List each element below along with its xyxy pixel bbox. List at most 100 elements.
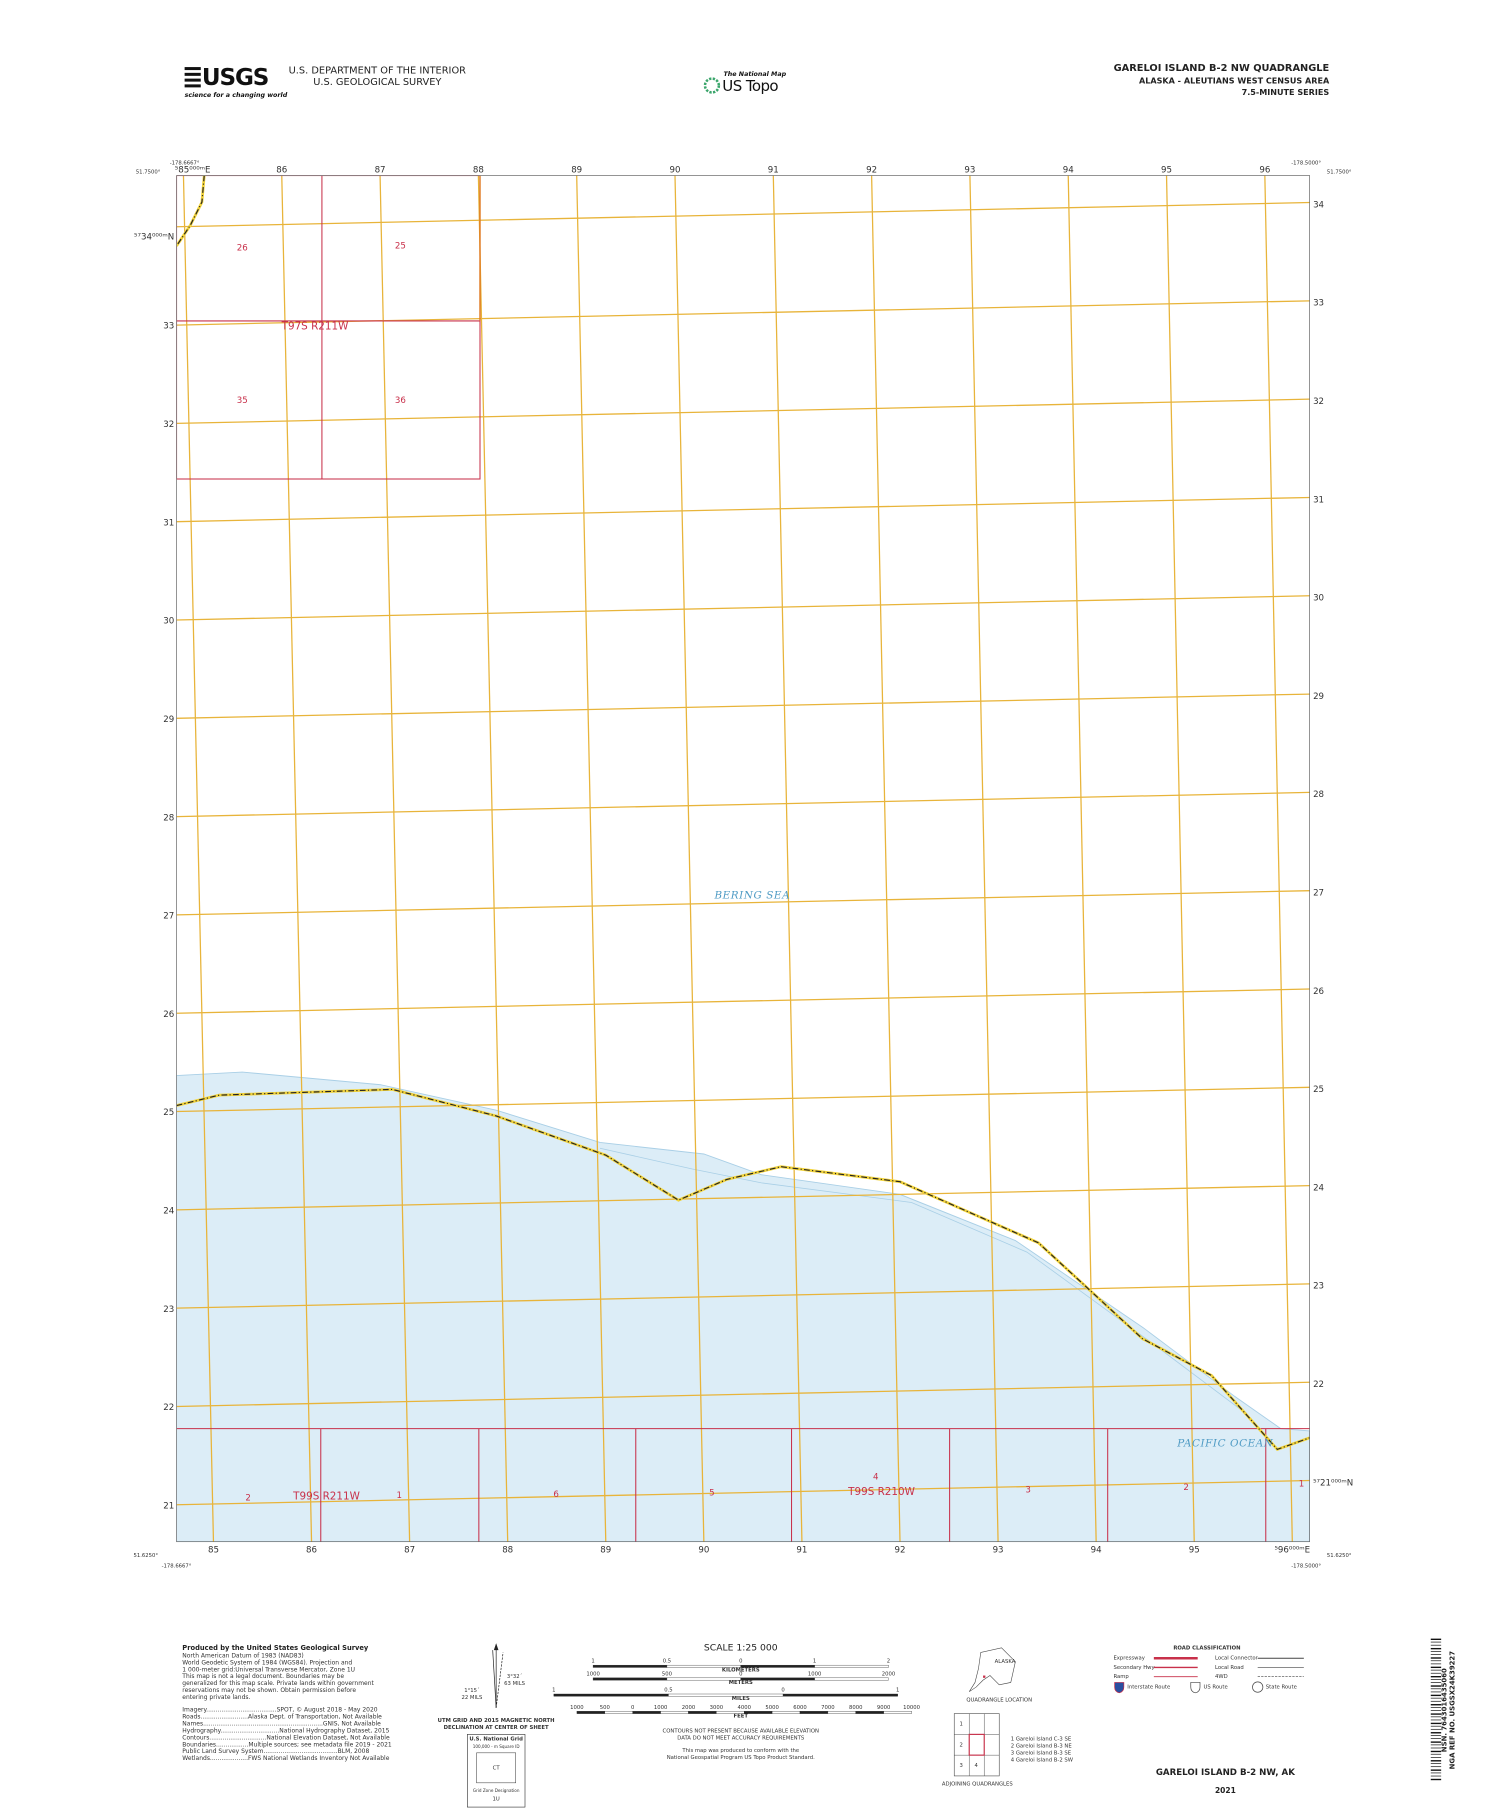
barcode-bar <box>1430 1704 1442 1706</box>
easting-label: 87 <box>404 1545 415 1555</box>
grid-line <box>182 175 215 1542</box>
credit-line: Public Land Survey System...............… <box>182 1748 369 1755</box>
section-number: 25 <box>395 241 406 251</box>
barcode-bar <box>1430 1644 1442 1646</box>
barcode-bar <box>1430 1666 1442 1669</box>
scale-tick-label: 0 <box>781 1687 785 1693</box>
grid-line <box>281 175 313 1542</box>
declination-angle: 1°15´ <box>464 1688 480 1694</box>
credit-line: Boundaries.................Multiple sour… <box>182 1741 392 1748</box>
logo-wave <box>184 84 201 88</box>
boundary-line <box>176 1088 1310 1451</box>
credit-line: Wetlands....................FWS National… <box>182 1755 389 1762</box>
barcode-bar <box>1430 1741 1442 1743</box>
adjoining-grid <box>953 1713 1000 1777</box>
easting-label: ⁵85⁰⁰⁰ᵐE <box>175 165 211 175</box>
contour-note: National Geospatial Program US Topo Prod… <box>667 1755 815 1761</box>
current-quad <box>968 1733 985 1756</box>
barcode-bar <box>1430 1716 1442 1718</box>
contour-note: DATA DO NOT MEET ACCURACY REQUIREMENTS <box>677 1735 805 1741</box>
barcode: NSN. 7643016435060 NGA REF NO. USGSX24K3… <box>1430 1638 1457 1781</box>
barcode-bar <box>1430 1657 1442 1659</box>
road-class: Expressway <box>1113 1656 1144 1662</box>
scale-segment <box>553 1693 669 1697</box>
scale-segment <box>799 1711 829 1714</box>
barcode-bar <box>1430 1760 1442 1762</box>
grid-line <box>176 1283 1310 1309</box>
township-label: T99S R211W <box>292 1491 360 1503</box>
northing-label: 31 <box>163 518 174 528</box>
adjoining-number: 4 <box>974 1763 978 1769</box>
barcode-bar <box>1430 1766 1442 1768</box>
road-legend-title: ROAD CLASSIFICATION <box>1173 1645 1240 1651</box>
declination-caption: DECLINATION AT CENTER OF SHEET <box>444 1725 549 1731</box>
adjoining-name: 3 Gareloi Island B-3 SE <box>1011 1750 1072 1756</box>
barcode-bar <box>1430 1685 1442 1687</box>
scale-tick-label: 1000 <box>586 1671 600 1677</box>
agency-line: U.S. DEPARTMENT OF THE INTERIOR <box>289 66 467 77</box>
scale-segment <box>632 1711 661 1714</box>
barcode-bar <box>1430 1638 1442 1640</box>
north-star <box>493 1643 499 1651</box>
note-line: World Geodetic System of 1984 (WGS84). P… <box>182 1659 352 1666</box>
grid-line <box>477 175 509 1542</box>
barcode-bar <box>1430 1732 1442 1734</box>
scale-segment <box>782 1693 898 1697</box>
barcode-bar <box>1430 1654 1442 1655</box>
township-label: T97S R211W <box>281 321 349 333</box>
easting-label: 88 <box>502 1545 513 1555</box>
note-line: 1 000-meter grid:Universal Transverse Me… <box>182 1666 355 1673</box>
barcode-bar <box>1430 1710 1442 1711</box>
road-class: Local Road <box>1215 1665 1244 1671</box>
pacific-water <box>176 1071 1310 1542</box>
northing-label: 34 <box>1313 200 1324 210</box>
scale-segment <box>668 1693 784 1697</box>
scale-tick-label: 0 <box>739 1671 743 1677</box>
scale-unit: FEET <box>734 1713 749 1719</box>
logo-wave <box>184 67 201 71</box>
corner-coordinate: 51.6250° <box>134 1553 159 1559</box>
barcode-bar <box>1430 1750 1442 1753</box>
corner-coordinate: -178.5000° <box>1291 1563 1321 1569</box>
scale-tick-label: 1 <box>896 1687 899 1693</box>
grid-north <box>492 1650 497 1708</box>
scale-tick-label: 500 <box>662 1671 673 1677</box>
water-label: PACIFIC OCEAN <box>1176 1438 1274 1450</box>
magnetic-north <box>495 1652 504 1708</box>
interstate-shield <box>1114 1682 1125 1694</box>
easting-label: 95 <box>1189 1545 1200 1555</box>
corner-coordinate: -178.6667° <box>170 160 200 166</box>
easting-label: 89 <box>600 1545 611 1555</box>
grid-line <box>1264 175 1293 1542</box>
credit-line: Contours..............................Na… <box>182 1734 390 1741</box>
scale-tick-label: 8000 <box>849 1705 863 1711</box>
grid-line <box>176 1184 1310 1211</box>
corner-coordinate: -178.6667° <box>162 1563 192 1569</box>
scale-tick-label: 1 <box>552 1687 555 1693</box>
usgs-tagline: science for a changing world <box>185 92 288 99</box>
credit-line: Roads.........................Alaska Dep… <box>182 1714 382 1721</box>
logo-icon <box>703 77 721 94</box>
scale-tick-label: 5000 <box>765 1705 779 1711</box>
bottom-title: GARELOI ISLAND B-2 NW, AK <box>1156 1768 1295 1778</box>
northing-label: 23 <box>163 1305 174 1315</box>
barcode-bar <box>1430 1651 1442 1652</box>
credit-line: Names...................................… <box>182 1721 381 1728</box>
scale-tick-label: 0.5 <box>663 1659 671 1665</box>
barcode-bar <box>1430 1691 1442 1693</box>
usng-gzd: 1U <box>493 1797 500 1803</box>
easting-label: 94 <box>1091 1545 1102 1555</box>
scale-unit: KILOMETERS <box>722 1667 760 1673</box>
contour-note: This map was produced to conform with th… <box>681 1748 799 1754</box>
barcode-bar <box>1430 1694 1442 1697</box>
northing-label: 24 <box>163 1207 174 1217</box>
scale-unit: METERS <box>729 1680 753 1686</box>
scale-tick-label: 6000 <box>793 1705 807 1711</box>
road-class: Local Connector <box>1215 1656 1259 1662</box>
alaska-outline <box>968 1647 1016 1692</box>
easting-label: 95 <box>1161 165 1172 175</box>
barcode-bar <box>1430 1679 1442 1680</box>
road-class: 4WD <box>1215 1674 1228 1680</box>
scale-title: SCALE 1:25 000 <box>704 1642 778 1653</box>
adjoining-name: 2 Gareloi Island B-3 NE <box>1011 1743 1073 1749</box>
